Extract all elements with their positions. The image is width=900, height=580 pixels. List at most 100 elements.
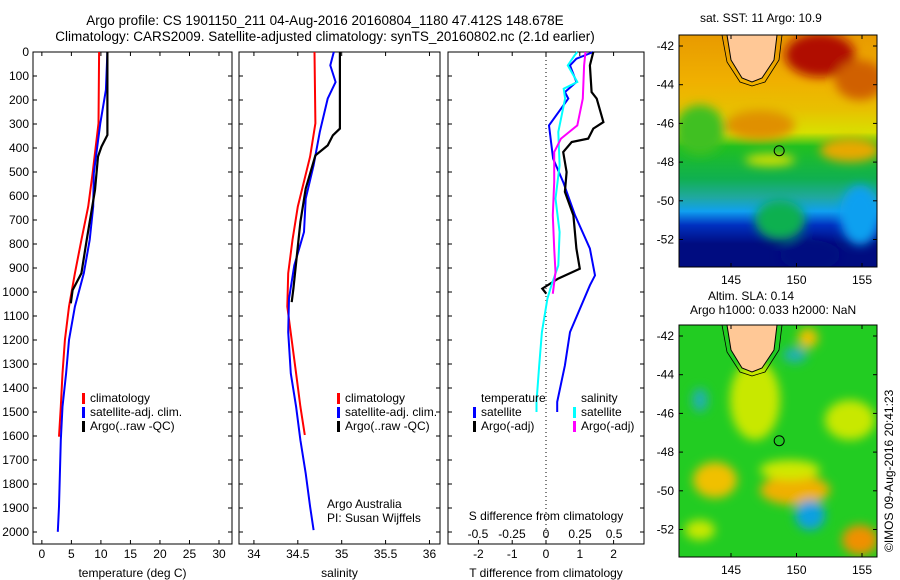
y-tick-label: 0 — [22, 45, 29, 59]
y-tick-label: 1600 — [2, 429, 29, 443]
map-lon-label: 155 — [852, 563, 872, 577]
series-line-satellite-adj-clim- — [287, 51, 337, 531]
y-tick-label: 1800 — [2, 477, 29, 491]
legend-swatch — [337, 407, 340, 418]
legend-swatch — [337, 393, 340, 404]
y-tick-label: 1700 — [2, 453, 29, 467]
legend-swatch — [82, 421, 85, 432]
legend-label: Argo(-adj) — [481, 419, 534, 433]
map-lat-label: -46 — [657, 116, 675, 130]
map-lat-label: -44 — [657, 368, 675, 382]
series-line-salinity-argo-adj- — [551, 51, 587, 294]
y-tick-label: 1000 — [2, 285, 29, 299]
y-tick-label: 2000 — [2, 525, 29, 539]
legend-swatch — [573, 407, 576, 418]
legend-label: satellite — [581, 405, 622, 419]
y-tick-label: 1900 — [2, 501, 29, 515]
y-tick-label: 700 — [9, 213, 29, 227]
x-tick-label: 10 — [94, 547, 108, 561]
legend-label: Argo(-adj) — [581, 419, 634, 433]
map-lat-label: -48 — [657, 445, 675, 459]
series-line-climatology — [286, 51, 317, 436]
series-line-climatology — [58, 51, 101, 437]
plot-title-line2: Climatology: CARS2009. Satellite-adjuste… — [55, 29, 595, 44]
x-axis-label: temperature (deg C) — [78, 566, 186, 580]
legend-swatch — [473, 407, 476, 418]
x-tick-label: -2 — [473, 547, 484, 561]
map-lon-label: 150 — [786, 563, 806, 577]
legend-swatch — [82, 393, 85, 404]
map-lat-label: -44 — [657, 78, 675, 92]
x-tick-label: 36 — [423, 547, 437, 561]
map-lat-label: -42 — [657, 329, 675, 343]
credit-text: ©IMOS 09-Aug-2016 20:41:23 — [882, 389, 896, 552]
x-tick-label: 5 — [68, 547, 75, 561]
y-tick-label: 900 — [9, 261, 29, 275]
map-lon-label: 150 — [786, 273, 806, 287]
legend-heading-temperature: temperature — [481, 391, 546, 405]
map-lat-label: -50 — [657, 484, 675, 498]
map-lat-label: -46 — [657, 406, 675, 420]
y-tick-label: 1400 — [2, 381, 29, 395]
attribution-text: Argo Australia — [327, 497, 402, 511]
x-tick-label: 34 — [247, 547, 261, 561]
legend-swatch — [82, 407, 85, 418]
x2-axis-label: S difference from climatology — [469, 509, 624, 523]
y-tick-label: 600 — [9, 189, 29, 203]
y-tick-label: 200 — [9, 93, 29, 107]
x-tick-label: -1 — [507, 547, 518, 561]
sla-map — [679, 325, 877, 557]
y-tick-label: 1500 — [2, 405, 29, 419]
argo-position-marker — [773, 145, 785, 157]
series-line-satellite-adj-clim- — [56, 51, 109, 532]
legend-heading-salinity: salinity — [581, 391, 618, 405]
x2-tick-label: -0.25 — [498, 527, 526, 541]
tasmania-land — [726, 35, 778, 83]
map-lat-label: -48 — [657, 155, 675, 169]
sst-map — [679, 35, 877, 267]
map-lat-label: -52 — [657, 233, 675, 247]
attribution-text: PI: Susan Wijffels — [327, 511, 421, 525]
y-tick-label: 100 — [9, 69, 29, 83]
legend-label: climatology — [345, 391, 405, 405]
x2-tick-label: 0 — [543, 527, 550, 541]
x-tick-label: 2 — [610, 547, 617, 561]
series-line-temperature-argo-adj- — [540, 51, 605, 295]
sla-map-title-line1: Altim. SLA: 0.14 — [708, 289, 795, 303]
x2-tick-label: 0.25 — [568, 527, 592, 541]
x2-tick-label: 0.5 — [606, 527, 623, 541]
series-line-salinity-satellite — [535, 51, 579, 412]
legend-label: satellite-adj. clim. — [345, 405, 437, 419]
x-tick-label: 34.5 — [286, 547, 310, 561]
map-lon-label: 145 — [721, 563, 741, 577]
x-axis-label: salinity — [321, 566, 358, 580]
y-tick-label: 400 — [9, 141, 29, 155]
legend-swatch — [473, 421, 476, 432]
x-tick-label: 25 — [183, 547, 197, 561]
legend-label: climatology — [90, 391, 150, 405]
legend-label: satellite-adj. clim. — [90, 405, 182, 419]
y-tick-label: 300 — [9, 117, 29, 131]
y-tick-label: 800 — [9, 237, 29, 251]
x-tick-label: 30 — [212, 547, 226, 561]
x-tick-label: 20 — [153, 547, 167, 561]
map-lat-label: -50 — [657, 194, 675, 208]
x-tick-label: 35 — [335, 547, 349, 561]
plot-frame-1 — [32, 51, 233, 545]
legend-label: Argo(..raw -QC) — [90, 419, 175, 433]
sla-map-title-line2: Argo h1000: 0.033 h2000: NaN — [690, 303, 857, 317]
argo-position-marker — [773, 435, 785, 447]
x-tick-label: 1 — [576, 547, 583, 561]
plot-title-line1: Argo profile: CS 1901150_211 04-Aug-2016… — [86, 13, 564, 28]
x2-tick-label: -0.5 — [468, 527, 489, 541]
map-lat-label: -42 — [657, 39, 675, 53]
legend-swatch — [573, 421, 576, 432]
series-line-argo-raw-qc- — [290, 52, 341, 303]
x-tick-label: 0 — [543, 547, 550, 561]
map-lon-label: 155 — [852, 273, 872, 287]
legend-label: Argo(..raw -QC) — [345, 419, 430, 433]
y-tick-label: 1300 — [2, 357, 29, 371]
y-tick-label: 500 — [9, 165, 29, 179]
